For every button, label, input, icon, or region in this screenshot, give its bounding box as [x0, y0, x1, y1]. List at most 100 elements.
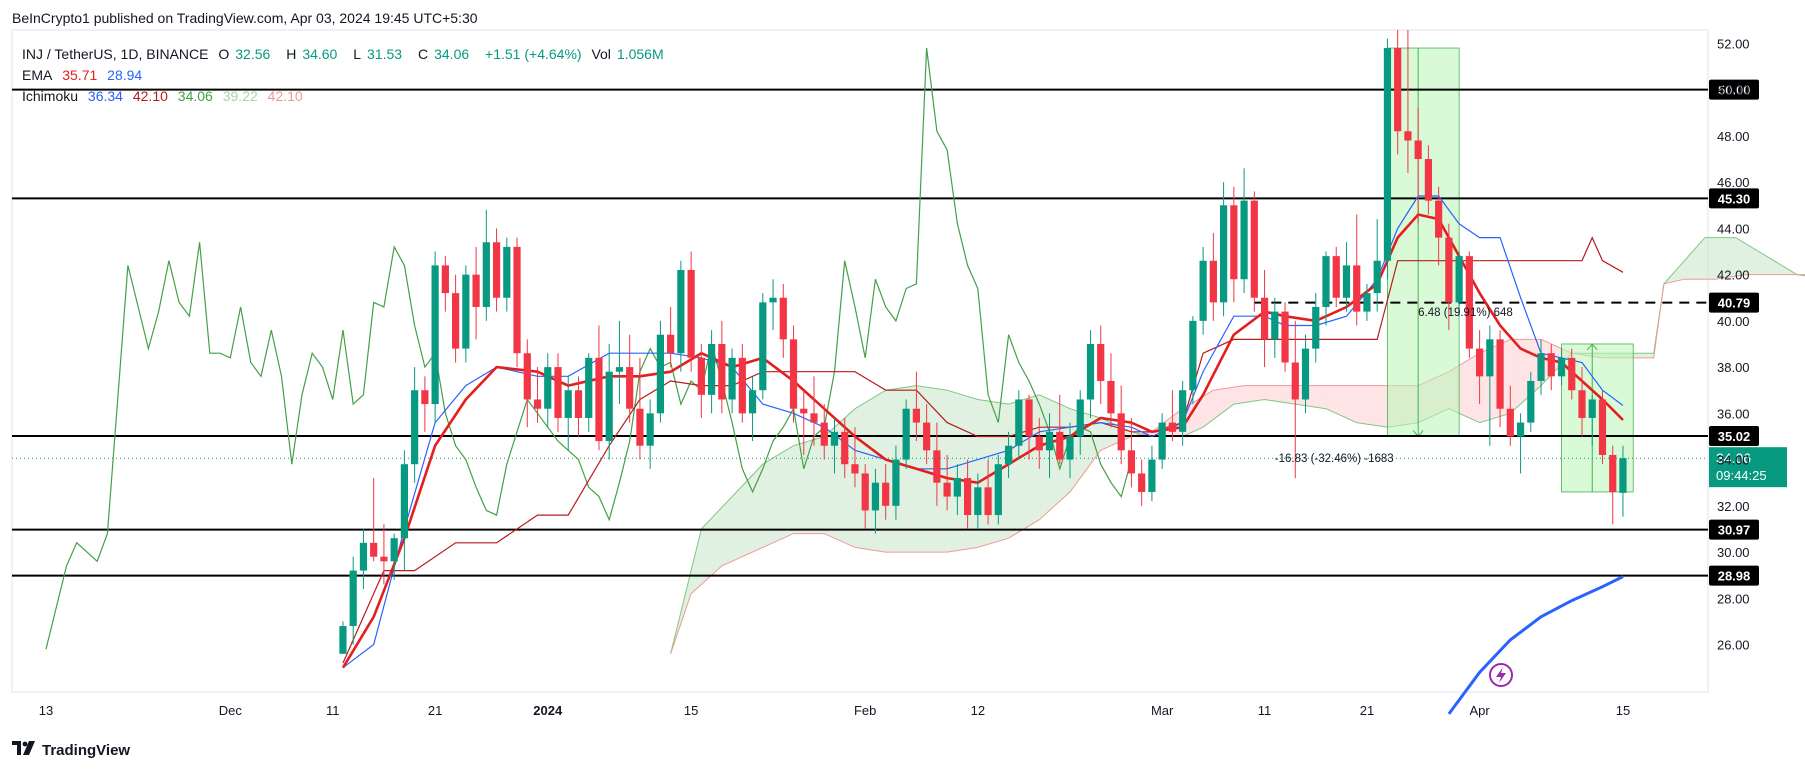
legend-symbol[interactable]: INJ / TetherUS, 1D, BINANCE — [22, 46, 209, 62]
legend-ichimoku-label[interactable]: Ichimoku — [22, 88, 79, 104]
legend-open-label: O — [218, 46, 230, 62]
cloud-segment — [1464, 359, 1470, 418]
price-axis[interactable]: 52.00 50.00 48.00 46.00 44.00 42.00 40.00 38.00… — [1717, 36, 1750, 652]
legend-ichimoku-row[interactable]: Ichimoku 36.34 42.10 34.06 39.22 42.10 — [22, 86, 676, 107]
cloud-segment — [762, 461, 768, 548]
candle-body — [1609, 454, 1617, 492]
candle-body — [390, 538, 398, 562]
candle-body — [1066, 436, 1074, 460]
cloud-segment — [1223, 387, 1229, 412]
x-tick-label: Feb — [854, 703, 876, 718]
cloud-segment — [1259, 385, 1265, 401]
candle-body — [1220, 205, 1228, 303]
cloud-segment — [1285, 385, 1291, 404]
cloud-segment — [1520, 339, 1526, 405]
candle-body — [943, 482, 951, 497]
candle-body — [605, 371, 613, 442]
candle-body — [748, 390, 757, 414]
candle-body — [1588, 399, 1596, 418]
lightning-icon[interactable] — [1489, 663, 1513, 687]
legend-symbol-row[interactable]: INJ / TetherUS, 1D, BINANCE O 32.56 H 34.6… — [22, 44, 676, 65]
candle-body — [1506, 408, 1514, 437]
cloud-segment — [757, 464, 763, 550]
cloud-segment — [1100, 417, 1106, 451]
x-tick-label: 15 — [684, 703, 698, 718]
legend-ich-span-a: 39.22 — [222, 88, 258, 104]
candle-body — [1322, 256, 1330, 307]
candle-body — [923, 422, 931, 451]
cloud-segment — [885, 389, 891, 553]
cloud-segment — [1213, 389, 1219, 420]
legend-ema-slow: 28.94 — [107, 67, 143, 83]
cloud-segment — [1745, 243, 1751, 275]
candle-body — [728, 357, 736, 400]
cloud-segment — [1372, 385, 1378, 426]
footer-brand[interactable]: TradingView — [12, 741, 130, 759]
cloud-segment — [1377, 385, 1383, 427]
candle-body — [1568, 357, 1576, 391]
candle-body — [1199, 260, 1207, 321]
candle-body — [1189, 320, 1197, 391]
candle-body — [1301, 348, 1310, 400]
candle-body — [656, 334, 664, 414]
cloud-segment — [767, 458, 774, 546]
candle-body — [789, 339, 798, 409]
candle-body — [1281, 311, 1289, 363]
legend-low: 31.53 — [367, 46, 403, 62]
candle-body — [1015, 399, 1023, 446]
candle-body — [564, 390, 572, 418]
y-tick-label: 44.00 — [1717, 221, 1750, 236]
candle-body — [1342, 265, 1351, 298]
level-tag — [1709, 425, 1759, 446]
cloud-segment — [1720, 237, 1726, 279]
level-tag — [1709, 519, 1759, 540]
cloud-segment — [880, 390, 886, 553]
candle-body — [1537, 353, 1545, 381]
candle-body — [380, 556, 388, 562]
y-tick-label: 50.00 — [1717, 83, 1750, 98]
cloud-segment — [773, 454, 779, 543]
candle-body — [677, 269, 685, 354]
legend-ema-label[interactable]: EMA — [22, 67, 53, 83]
candle-body — [1476, 348, 1484, 377]
legend-ich-base: 42.10 — [132, 88, 168, 104]
candle-body — [1260, 297, 1269, 340]
y-tick-label: 28.00 — [1717, 591, 1750, 606]
cloud-segment — [942, 389, 948, 553]
candle-body — [1486, 339, 1494, 377]
cloud-segment — [1310, 385, 1316, 408]
candle-body — [1076, 399, 1084, 437]
cloud-segment — [1269, 385, 1275, 402]
cloud-segment — [1776, 262, 1782, 275]
candle-body — [1414, 140, 1422, 160]
candle-body — [421, 390, 429, 405]
candle-body — [1291, 362, 1299, 400]
candle-body — [1312, 306, 1320, 349]
cloud-segment — [962, 394, 968, 550]
cloud-segment — [1003, 403, 1009, 540]
cloud-segment — [716, 507, 722, 571]
time-axis[interactable]: 13 Dec 11 21 2024 15 Feb 12 Mar 11 21 Apr 15 — [39, 703, 1630, 718]
legend-ema-row[interactable]: EMA 35.71 28.94 — [22, 65, 676, 86]
candle-body — [1117, 413, 1125, 451]
candle-body — [1179, 390, 1187, 432]
cloud-segment — [1356, 385, 1362, 424]
x-tick-label: Dec — [219, 703, 243, 718]
cloud-segment — [1208, 390, 1214, 424]
cloud-segment — [1689, 249, 1695, 280]
candle-body — [503, 246, 511, 298]
candle-body — [1097, 343, 1105, 381]
candle-body — [1516, 422, 1525, 437]
cloud-segment — [1710, 237, 1716, 280]
candle-body — [452, 293, 460, 349]
level-tag-label: 45.30 — [1718, 191, 1751, 206]
y-tick-label: 30.00 — [1717, 545, 1750, 560]
candle-body — [513, 246, 521, 354]
cloud-segment — [1510, 339, 1516, 414]
cloud-segment — [1771, 259, 1777, 275]
cloud-segment — [742, 480, 748, 557]
candle-body — [687, 269, 695, 358]
candle-body — [400, 464, 408, 539]
cloud-segment — [972, 397, 978, 549]
